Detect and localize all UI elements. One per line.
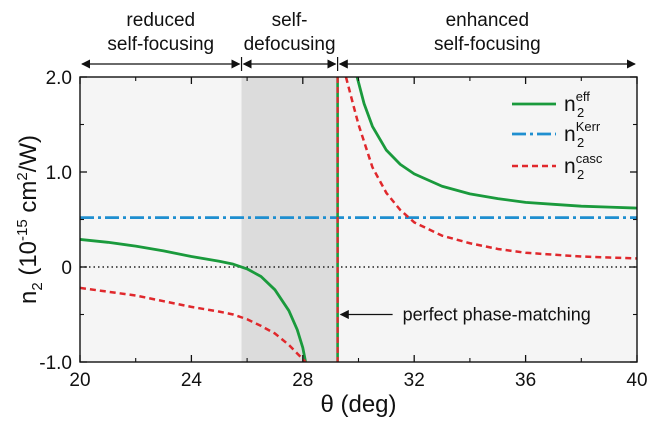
- region-label: self-: [272, 10, 308, 31]
- region-label: enhanced: [446, 10, 529, 31]
- y-tick-label: 1.0: [46, 163, 72, 184]
- series-eff-line-1: [355, 77, 637, 210]
- region-label: self-focusing: [107, 34, 214, 55]
- legend-sup: eff: [576, 89, 591, 104]
- y-axis-label-part: n: [15, 291, 42, 304]
- x-tick-label: 20: [69, 370, 90, 391]
- x-tick-label: 36: [515, 370, 536, 391]
- y-axis-label-part: 2: [29, 282, 46, 290]
- series-casc-line-1: [344, 77, 637, 260]
- legend-sub: 2: [577, 167, 584, 182]
- y-axis-label-part: 2: [14, 172, 31, 180]
- legend-base: n: [564, 93, 576, 116]
- legend-sub: 2: [577, 105, 584, 120]
- legend-base: n: [564, 123, 576, 146]
- series-casc-line-0: [80, 286, 307, 362]
- y-tick-label: 2.0: [46, 68, 72, 89]
- region-label: reduced: [126, 10, 195, 31]
- annotation-text: perfect phase-matching: [403, 305, 591, 325]
- series-eff-line-0: [80, 238, 307, 362]
- y-tick-label: -1.0: [39, 353, 72, 374]
- x-axis-label: θ (deg): [320, 391, 396, 418]
- legend-label-eff: neff 2: [564, 89, 590, 120]
- x-tick-label: 32: [404, 370, 425, 391]
- y-axis-label-part: -15: [14, 219, 31, 241]
- legend-sup: casc: [576, 151, 603, 166]
- legend-label-casc: ncasc 2: [564, 151, 603, 182]
- legend-label-kerr: nKerr 2: [564, 119, 601, 150]
- y-axis-label-part: /W): [15, 135, 42, 172]
- shaded-region: [241, 77, 338, 362]
- y-axis-label-part: cm: [15, 181, 42, 220]
- region-label: defocusing: [244, 34, 336, 55]
- y-axis-label-part: (10: [15, 241, 42, 282]
- series-group: [80, 77, 637, 362]
- legend-base: n: [564, 155, 576, 178]
- legend-sub: 2: [577, 135, 584, 150]
- region-label: self-focusing: [434, 34, 541, 55]
- x-tick-label: 24: [181, 370, 203, 391]
- x-tick-label: 28: [292, 370, 313, 391]
- x-tick-label: 40: [626, 370, 647, 391]
- legend-sup: Kerr: [576, 119, 601, 134]
- y-axis-label: n2 (10-15 cm2/W): [14, 135, 46, 304]
- y-tick-label: 0: [61, 258, 72, 279]
